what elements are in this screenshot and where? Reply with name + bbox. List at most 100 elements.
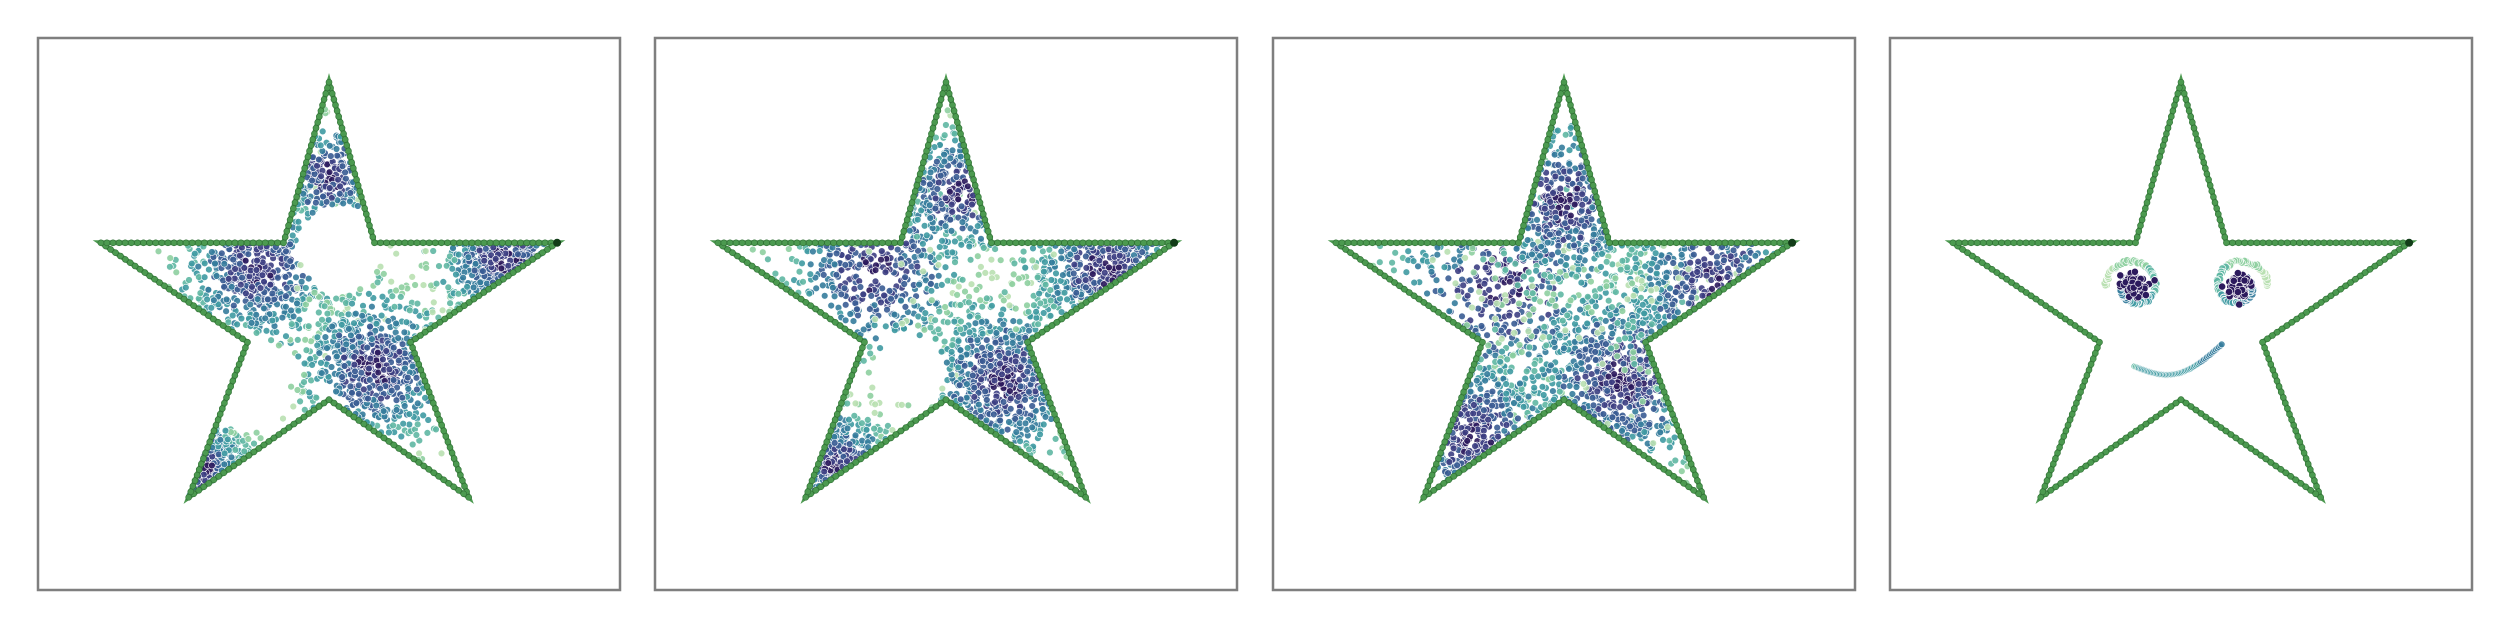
particle-dot <box>1041 258 1049 266</box>
particle-dot <box>865 368 873 377</box>
particle-dot <box>876 344 884 352</box>
particle-dot <box>955 381 964 389</box>
outline-dot <box>829 421 837 429</box>
particle-dot <box>934 325 943 334</box>
particle-dot <box>419 281 428 289</box>
outline-dot <box>457 471 464 479</box>
particle-dot <box>951 136 959 145</box>
outline-dot <box>237 239 245 247</box>
particle-dot <box>949 277 958 286</box>
particle-dot <box>871 315 879 323</box>
particle-dot <box>1014 393 1023 401</box>
particle-dot <box>927 280 935 288</box>
outline-dot <box>958 136 966 143</box>
particle-dot <box>1505 311 1513 320</box>
particle-dot <box>897 297 905 305</box>
outline-dot <box>288 210 296 218</box>
outline-dot <box>450 239 457 247</box>
particle-dot <box>940 157 948 166</box>
particle-dot <box>282 303 290 311</box>
outline-dot <box>440 427 448 435</box>
outline-dot <box>351 170 359 178</box>
outline-dot <box>1059 432 1067 440</box>
particle-dot <box>805 289 813 298</box>
outline-dot <box>850 366 858 374</box>
outline-dot <box>842 388 849 396</box>
particle-dot <box>855 277 863 285</box>
particle-dot <box>1009 317 1017 325</box>
outline-dot <box>336 119 344 126</box>
particle-dot <box>264 295 272 304</box>
particle-dot <box>324 354 332 362</box>
outline-dot <box>854 239 862 247</box>
particle-dot <box>1070 260 1079 269</box>
particle-dot <box>302 346 311 354</box>
outline-dot <box>309 136 317 143</box>
particle-dot <box>281 273 290 281</box>
particle-dot <box>1074 277 1083 285</box>
particle-dot <box>955 282 963 291</box>
particle-dot <box>446 299 454 307</box>
outline-dot <box>431 239 439 247</box>
outline-dot <box>314 119 322 126</box>
particle-dot <box>333 152 341 160</box>
particle-dot <box>385 365 394 374</box>
outline-dot <box>243 239 251 247</box>
particle-dot <box>293 284 301 292</box>
outline-dot <box>1057 427 1064 435</box>
particle-dot <box>931 335 940 343</box>
particle-dot <box>423 429 432 437</box>
particle-dot <box>986 344 995 352</box>
particle-dot <box>412 431 421 439</box>
particle-dot <box>464 253 473 261</box>
outline-dot <box>978 205 986 212</box>
particle-dot <box>995 352 1004 360</box>
particle-dot <box>830 260 839 268</box>
particle-dot <box>1444 274 1453 283</box>
outline-dot <box>1030 355 1037 363</box>
particle-dot <box>1000 296 1008 305</box>
particle-dot <box>282 247 290 256</box>
outline-dot <box>434 410 441 418</box>
particle-dot <box>1019 247 1028 256</box>
outline-dot <box>432 405 439 412</box>
particle-dot <box>252 266 261 274</box>
outline-dot <box>219 239 226 247</box>
particle-dot <box>1003 425 1012 434</box>
outline-dot <box>356 187 364 195</box>
outline-dot <box>315 113 323 120</box>
particle-dot <box>851 431 860 440</box>
particle-dot <box>432 280 441 288</box>
outline-dot <box>1061 438 1069 446</box>
outline-dot <box>824 239 831 247</box>
particle-dot <box>976 296 984 304</box>
particle-dot <box>1015 274 1023 283</box>
particle-dot <box>1021 396 1029 404</box>
particle-dot <box>318 316 326 324</box>
particle-dot <box>230 301 238 310</box>
particle-dot <box>1015 408 1023 416</box>
particle-dot <box>389 376 398 384</box>
outline-dot <box>1024 338 1031 346</box>
particle-dot <box>950 317 959 326</box>
particle-dot <box>865 247 873 256</box>
particle-dot <box>986 351 994 359</box>
particle-dot <box>308 176 316 185</box>
particle-dot <box>981 387 989 396</box>
particle-dot <box>471 260 480 268</box>
particle-dot <box>305 388 313 397</box>
outline-dot <box>1067 239 1074 247</box>
particle-dot <box>940 150 948 159</box>
outline-dot <box>819 449 826 457</box>
particle-dot <box>957 241 965 249</box>
outline-dot <box>134 239 141 247</box>
particle-dot <box>224 435 232 444</box>
particle-dot <box>1445 307 1454 315</box>
particle-dot <box>286 240 294 249</box>
outline-dot <box>1065 449 1073 457</box>
particle-dot <box>287 306 295 315</box>
particle-dot <box>920 326 929 334</box>
particle-dot <box>977 235 985 243</box>
outline-dot <box>341 136 349 143</box>
particle-dot <box>950 130 959 138</box>
